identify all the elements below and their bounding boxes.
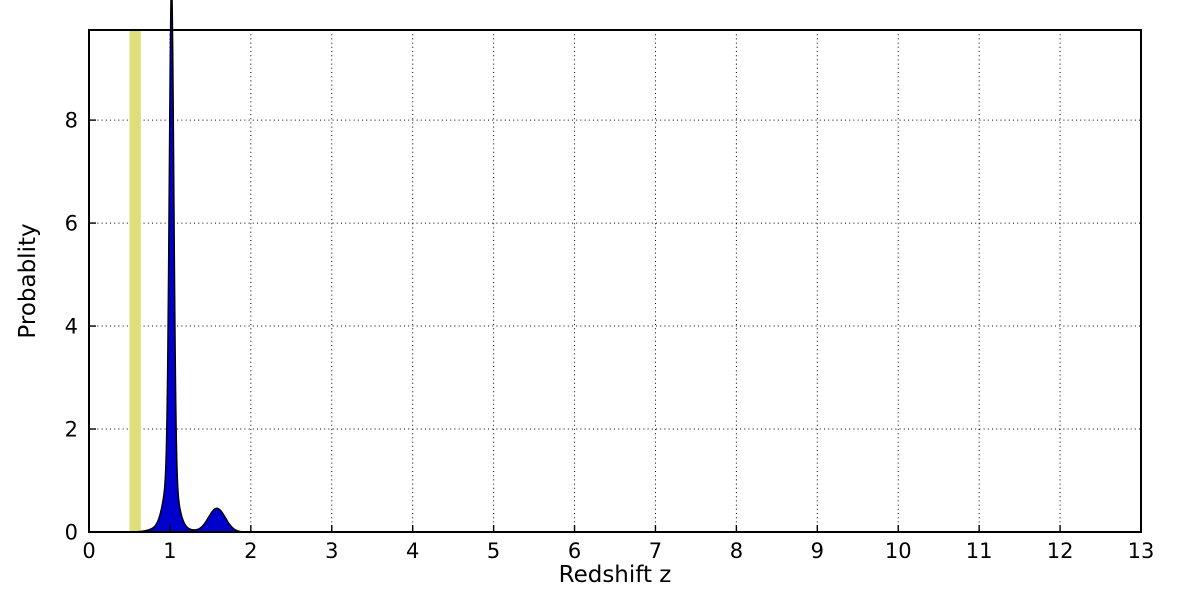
x-axis-title: Redshift z <box>559 562 672 588</box>
y-tick-label: 4 <box>65 315 78 339</box>
x-tick-label: 12 <box>1047 539 1074 563</box>
x-tick-labels: 0 1 2 3 4 5 6 7 8 9 10 11 12 13 <box>82 539 1154 563</box>
y-tick-labels: 0 2 4 6 8 <box>65 109 78 545</box>
x-tick-label: 10 <box>885 539 912 563</box>
annotation-band-group <box>129 31 141 532</box>
grid-lines <box>89 30 1141 532</box>
y-tick-label: 6 <box>65 212 78 236</box>
x-tick-label: 6 <box>568 539 581 563</box>
x-tick-label: 0 <box>82 539 95 563</box>
x-tick-label: 11 <box>966 539 993 563</box>
x-tick-label: 1 <box>163 539 176 563</box>
spectroscopic-redshift-band <box>129 31 141 532</box>
y-axis-title: Probablity <box>15 223 41 338</box>
x-tick-label: 7 <box>649 539 662 563</box>
x-tick-label: 8 <box>730 539 743 563</box>
x-tick-label: 13 <box>1128 539 1155 563</box>
x-tick-label: 3 <box>325 539 338 563</box>
y-tick-label: 0 <box>65 521 78 545</box>
x-tick-label: 5 <box>487 539 500 563</box>
x-tick-label: 2 <box>244 539 257 563</box>
y-tick-label: 8 <box>65 109 78 133</box>
plot-frame <box>88 29 1142 533</box>
x-tick-label: 4 <box>406 539 419 563</box>
x-tick-label: 9 <box>811 539 824 563</box>
y-tick-label: 2 <box>65 418 78 442</box>
tick-marks <box>88 119 1142 533</box>
